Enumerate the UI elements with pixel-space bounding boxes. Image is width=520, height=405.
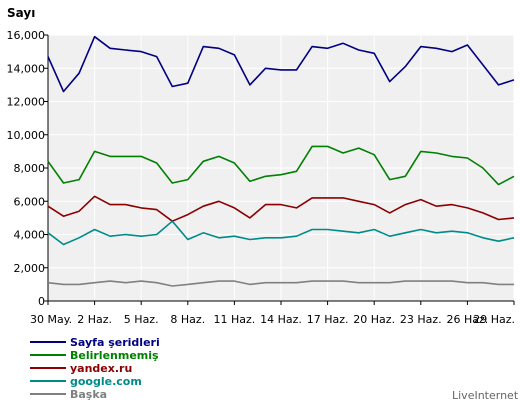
y-tick-label: 16,000 <box>7 29 46 42</box>
series-line-sayfa-eridleri <box>47 35 515 93</box>
y-tick-label: 12,000 <box>7 96 46 109</box>
series-lines <box>47 35 515 287</box>
x-axis-ticks: 30 May. 2 Haz. 5 Haz. 8 Haz. 11 Haz. 14 Haz. 1… <box>30 301 515 326</box>
y-tick-label: 4,000 <box>14 229 46 242</box>
y-tick-label: 8,000 <box>14 162 46 175</box>
x-tick-label: 20 Haz. <box>353 313 395 326</box>
y-tick-label: 10,000 <box>7 129 46 142</box>
x-tick-label: 29 Haz. <box>473 313 515 326</box>
x-tick-label: 30 May. <box>30 313 72 326</box>
series-line-belirlenmemi- <box>47 145 515 186</box>
legend-label: yandex.ru <box>70 362 132 375</box>
y-tick-label: 0 <box>38 295 45 308</box>
y-axis-ticks: 0 2,000 4,000 6,000 8,000 10,000 12,000 14,000 1… <box>7 29 48 308</box>
legend-label: google.com <box>70 375 142 388</box>
x-tick-label: 26 Haz. <box>447 313 489 326</box>
legend-label: Sayfa şeridleri <box>70 336 160 349</box>
y-tick-label: 2,000 <box>14 262 46 275</box>
legend-label: Başka <box>70 388 107 401</box>
legend-label: Belirlenmemiş <box>70 349 159 362</box>
x-tick-label: 5 Haz. <box>124 313 159 326</box>
series-line-google-com <box>47 220 515 246</box>
legend: Sayfa şeridleriBelirlenmemişyandex.rugoo… <box>30 336 160 401</box>
x-tick-label: 14 Haz. <box>260 313 302 326</box>
y-tick-label: 14,000 <box>7 62 46 75</box>
series-line-yandex-ru <box>47 195 515 222</box>
y-tick-label: 6,000 <box>14 195 46 208</box>
series-line-ba-ka <box>47 280 514 287</box>
x-tick-label: 2 Haz. <box>77 313 112 326</box>
x-tick-label: 8 Haz. <box>170 313 205 326</box>
x-tick-label: 17 Haz. <box>307 313 349 326</box>
brand-label: LiveInternet <box>452 389 519 402</box>
y-axis-title: Sayı <box>7 6 35 20</box>
x-tick-label: 11 Haz. <box>214 313 256 326</box>
x-tick-label: 23 Haz. <box>400 313 442 326</box>
